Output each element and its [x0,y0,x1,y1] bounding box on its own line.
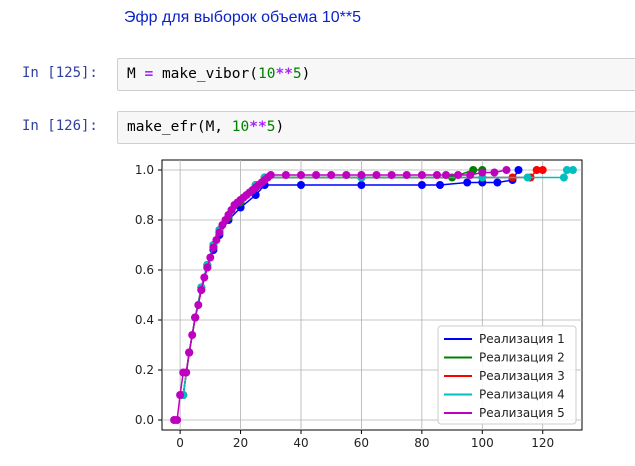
y-tick-label: 0.0 [135,413,154,427]
data-point [442,171,450,179]
code-cell-126[interactable]: make_efr(M, 10**5) [117,111,635,144]
data-point [559,173,568,182]
code-func: make_efr(M, [127,119,232,135]
data-point [185,348,194,357]
x-tick-label: 40 [293,436,308,450]
data-point [209,243,218,252]
markdown-heading: Эфр для выборок объема 10**5 [124,9,362,26]
data-point [215,228,224,237]
data-point [200,273,209,282]
code-number: 5 [266,119,276,135]
data-point [182,368,191,377]
data-point [493,178,502,187]
code-power-op: ** [275,66,293,82]
data-point [212,236,221,244]
data-point [532,166,541,174]
legend-entry-label: Реализация 3 [479,369,565,383]
data-point [372,171,381,179]
legend-entry-label: Реализация 4 [479,388,565,402]
data-point [191,313,200,322]
code-number: 5 [292,66,302,82]
plot-ticks: 0 20 40 60 80 100 120 0.0 0.2 0.4 0.6 0.8 1.0 [135,163,554,450]
data-point [568,166,577,174]
x-tick-label: 100 [471,436,494,450]
data-point [523,173,532,182]
data-point [514,166,523,174]
data-point [176,391,185,399]
data-point [312,171,321,179]
y-tick-label: 0.6 [135,263,154,277]
y-tick-label: 1.0 [135,163,154,177]
code-var: M [127,66,136,82]
data-point [562,166,571,174]
data-point [173,416,182,424]
data-point [297,181,305,189]
data-point [463,178,472,187]
cell-prompt-126: In [126]: [22,118,98,134]
code-number: 10 [257,66,276,82]
y-tick-label: 0.2 [135,363,154,377]
code-cell-125[interactable]: M = make_vibor(10**5) [117,58,635,91]
cell-prompt-125: In [125]: [22,65,98,81]
x-tick-label: 20 [233,436,248,450]
data-point [203,263,212,272]
data-point [454,171,463,179]
x-tick-label: 80 [414,436,429,450]
y-tick-label: 0.4 [135,313,154,327]
output-plot: 0 20 40 60 80 100 120 0.0 0.2 0.4 0.6 0.8 1.0 Реализ… [135,159,583,450]
code-assign-op: = [144,66,154,82]
data-point [417,181,426,189]
data-point [402,171,411,179]
y-tick-label: 0.8 [135,213,154,227]
data-point [387,171,396,179]
plot-legend: Реализация 1 Реализация 2 Реализация 3 Реал… [437,325,577,425]
series-5 [170,166,511,424]
code-power-op: ** [249,119,267,135]
legend-entry-label: Реализация 1 [479,332,565,346]
data-point [281,171,290,179]
x-tick-label: 120 [531,436,554,450]
data-point [357,171,366,179]
plot-series [170,166,577,424]
data-point [297,171,305,179]
data-point [188,331,197,339]
data-point [502,166,511,174]
data-point [490,168,499,177]
data-point [466,171,475,179]
data-point [194,301,203,309]
data-point [417,171,426,179]
data-point [206,253,215,262]
data-point [197,286,206,294]
data-point [357,181,366,189]
data-point [327,171,336,179]
data-point [433,171,441,179]
data-point [538,166,547,174]
legend-entry-label: Реализация 2 [479,351,565,365]
code-func: make_vibor( [161,66,258,82]
x-tick-label: 0 [176,436,184,450]
code-close-paren: ) [301,66,311,82]
code-close-paren: ) [275,119,285,135]
legend-box [437,325,577,425]
data-point [266,171,275,179]
data-point [478,168,487,177]
x-tick-label: 60 [354,436,369,450]
data-point [436,181,444,189]
legend-entry-label: Реализация 5 [479,406,565,420]
data-point [342,171,351,179]
code-number: 10 [231,119,250,135]
